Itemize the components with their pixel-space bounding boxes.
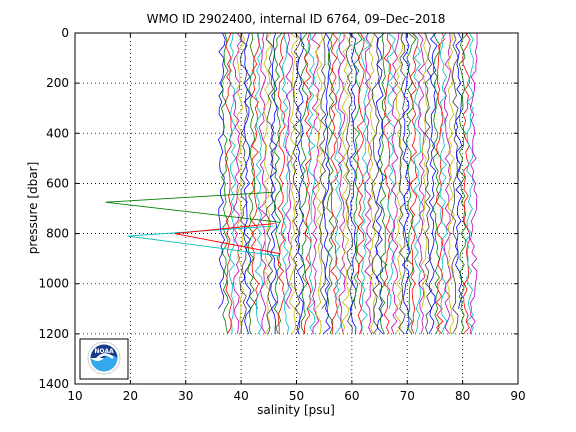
salinity-profile bbox=[254, 32, 263, 335]
salinity-profile bbox=[360, 32, 371, 334]
axis-ticks: 10 20 30 40 50 60 70 80 90 0 200 400 600 800 1000 1200 1… bbox=[38, 26, 525, 403]
salinity-profile bbox=[386, 32, 396, 309]
y-tick-label: 400 bbox=[46, 126, 69, 140]
x-tick-label: 90 bbox=[510, 389, 525, 403]
x-tick-label: 80 bbox=[455, 389, 470, 403]
x-tick-label: 40 bbox=[233, 389, 248, 403]
salinity-profile bbox=[285, 32, 293, 310]
salinity-profile bbox=[451, 32, 459, 335]
x-tick-label: 10 bbox=[67, 389, 82, 403]
salinity-profile bbox=[224, 32, 233, 335]
salinity-profile bbox=[288, 32, 299, 335]
salinity-profile bbox=[292, 32, 302, 335]
x-tick-label: 70 bbox=[400, 389, 415, 403]
salinity-profile bbox=[398, 32, 406, 335]
outlier-spikes bbox=[105, 191, 280, 257]
salinity-profile bbox=[394, 32, 404, 335]
salinity-profile bbox=[428, 32, 438, 335]
salinity-profile bbox=[330, 32, 339, 334]
x-tick-label: 50 bbox=[289, 389, 304, 403]
x-axis-label: salinity [psu] bbox=[257, 403, 335, 417]
salinity-profile bbox=[319, 32, 327, 310]
salinity-profile bbox=[405, 32, 417, 335]
salinity-profile bbox=[371, 32, 380, 335]
salinity-profile bbox=[379, 32, 388, 335]
outlier-spike bbox=[127, 225, 280, 257]
salinity-profile bbox=[454, 32, 463, 309]
salinity-profile bbox=[273, 32, 283, 334]
salinity-profile bbox=[277, 32, 286, 334]
y-tick-label: 600 bbox=[46, 176, 69, 190]
outlier-spike bbox=[105, 191, 280, 223]
salinity-profile bbox=[220, 32, 229, 334]
salinity-profile bbox=[315, 32, 324, 334]
salinity-profile bbox=[236, 32, 246, 334]
salinity-profile bbox=[243, 32, 252, 334]
logo-sea bbox=[90, 355, 118, 372]
y-tick-label: 200 bbox=[46, 76, 69, 90]
salinity-profile bbox=[337, 32, 346, 334]
salinity-profile bbox=[447, 32, 455, 334]
salinity-profile bbox=[296, 32, 305, 334]
salinity-profile bbox=[424, 32, 433, 334]
salinity-profile bbox=[307, 32, 316, 335]
salinity-profiles bbox=[217, 32, 478, 335]
logo-text: NOAA bbox=[94, 348, 114, 355]
x-tick-label: 60 bbox=[344, 389, 359, 403]
salinity-profile bbox=[341, 32, 351, 334]
salinity-profile bbox=[217, 32, 226, 310]
salinity-profile bbox=[469, 33, 478, 334]
salinity-profile bbox=[322, 32, 331, 335]
salinity-profile bbox=[247, 32, 256, 334]
salinity-profile bbox=[465, 32, 475, 335]
salinity-profile bbox=[435, 32, 445, 335]
salinity-profile bbox=[262, 32, 272, 335]
salinity-profile bbox=[417, 32, 425, 334]
salinity-profile bbox=[409, 32, 419, 335]
y-tick-label: 1200 bbox=[38, 327, 69, 341]
y-tick-label: 1000 bbox=[38, 277, 69, 291]
y-tick-label: 0 bbox=[61, 26, 69, 40]
noaa-logo: NOAA bbox=[79, 338, 129, 380]
salinity-profile bbox=[348, 32, 357, 334]
salinity-profile bbox=[364, 32, 373, 335]
salinity-profile bbox=[367, 32, 376, 335]
logo-sky bbox=[90, 344, 118, 358]
y-axis-label: pressure [dbar] bbox=[26, 162, 40, 255]
salinity-profile bbox=[352, 32, 363, 309]
chart-title: WMO ID 2902400, internal ID 6764, 09–Dec… bbox=[147, 12, 446, 26]
salinity-profile bbox=[345, 32, 354, 334]
x-tick-label: 30 bbox=[178, 389, 193, 403]
salinity-profile bbox=[303, 32, 312, 334]
salinity-profile bbox=[390, 32, 400, 334]
logo-gull bbox=[95, 353, 114, 361]
salinity-profile bbox=[228, 32, 237, 334]
salinity-profile bbox=[326, 32, 335, 335]
salinity-profile bbox=[334, 32, 342, 335]
salinity-profile bbox=[420, 32, 429, 309]
salinity-profile bbox=[375, 32, 385, 335]
y-tick-label: 1400 bbox=[38, 377, 69, 391]
salinity-profile bbox=[251, 32, 260, 309]
salinity-profile bbox=[431, 32, 441, 335]
salinity-profile bbox=[462, 32, 471, 335]
x-tick-label: 20 bbox=[123, 389, 138, 403]
outlier-spike bbox=[174, 223, 280, 255]
salinity-profile bbox=[232, 32, 243, 334]
y-tick-label: 800 bbox=[46, 227, 69, 241]
